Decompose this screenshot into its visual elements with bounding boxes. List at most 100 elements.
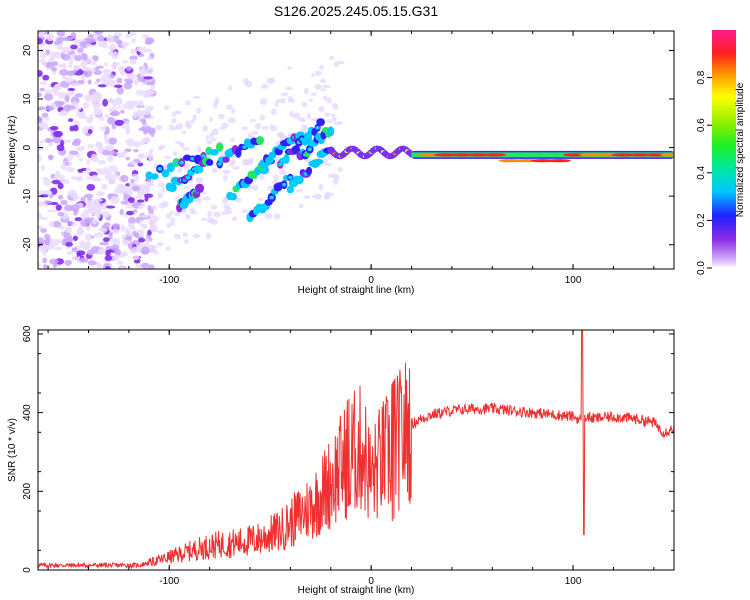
spectrogram-peak-blob [284,157,289,161]
spectrogram-noise-blob [107,165,118,173]
spectrogram-noise-blob [72,197,78,202]
spectrogram-noise-blob [137,199,145,203]
spectrogram-noise-blob [64,226,72,233]
y-tick-label: 200 [22,483,33,500]
spectrogram-noise-blob [86,176,93,180]
spectrogram-noise-blob [89,113,94,122]
spectrogram-haze-blob [182,232,188,238]
spectrogram-noise-blob [82,69,93,78]
spectrogram-haze-blob [222,174,228,182]
spectrogram-noise-blob [128,73,136,80]
spectrogram-noise-blob [48,51,59,56]
figure-title: S126.2025.245.05.15.G31 [274,3,438,19]
spectrogram-noise-blob [120,224,126,232]
spectrogram-noise-blob [50,201,59,206]
spectrogram-noise-blob [115,97,122,103]
spectrogram-striation-blob [166,162,175,173]
spectrogram-noise-blob [107,150,118,156]
x-tick-label: 0 [368,275,374,286]
spectrogram-noise-blob [73,55,83,62]
spectrogram-noise-blob [84,240,92,249]
spectrogram-image [38,31,674,269]
spectrogram-haze-blob [213,211,222,218]
spectrogram-noise-blob [131,246,138,254]
colorbar-ticks: 0.0 0.2 0.4 0.6 0.8 [696,70,712,275]
spectrogram-noise-blob [43,178,52,187]
spectrogram-noise-blob [97,248,106,255]
spectrogram-haze-blob [303,87,309,95]
spectrogram-noise-blob [93,31,104,35]
spectrogram-noise-blob [85,44,94,48]
spectrogram-noise-blob [127,197,135,204]
spectrogram-noise-blob [117,105,122,110]
spectrogram-haze-blob [189,211,198,215]
spectrogram-haze-blob [173,110,182,114]
spectrogram-haze-blob [314,70,322,76]
spectrogram-peak-blob [174,160,179,165]
spectrogram-haze-blob [270,125,278,132]
spectrogram-noise-blob [125,80,134,84]
spectrogram-noise-blob [39,139,44,144]
spectrogram-noise-blob [93,232,104,238]
spectrogram-peak-blob [185,175,191,180]
spectrogram-noise-blob [42,257,48,264]
spectrogram-noise-blob [102,149,111,156]
spectrogram-noise-blob [138,237,146,243]
spectrogram-haze-blob [174,233,181,240]
spectrogram-haze-blob [175,140,182,145]
spectrogram-noise-blob [49,258,59,265]
spectrogram-noise-blob [61,54,71,61]
y-tick-label: 0 [22,144,33,150]
spectrogram-striation-blob [161,169,170,178]
spectrogram-noise-blob [131,185,141,192]
y-tick-label: -20 [22,237,33,252]
spectrogram-noise-blob [100,74,111,83]
spectrogram-noise-blob [108,79,116,87]
spectrogram-haze-blob [151,245,157,250]
spectrogram-noise-blob [48,221,55,228]
spectrogram-haze-blob [212,101,219,109]
spectrogram-noise-blob [38,92,42,97]
spectrogram-haze-blob [157,192,163,199]
spectrogram-noise-blob [136,73,142,79]
spectrogram-noise-blob [125,34,132,39]
spectrogram-noise-blob [102,237,110,243]
spectrogram-haze-blob [280,92,289,97]
spectrogram-noise-blob [57,211,65,217]
spectrogram-noise-blob [139,99,144,108]
spectrogram-haze-blob [192,95,201,100]
spectrogram-noise-blob [147,127,156,135]
spectrogram-noise-blob [78,257,89,263]
spectrogram-noise-blob [69,150,79,156]
spectrogram-noise-blob [38,244,48,253]
spectrogram-noise-blob [130,38,136,44]
spectrogram-haze-blob [314,83,322,90]
spectrogram-noise-blob [88,38,96,43]
spectrogram-haze-blob [195,177,203,183]
spectrogram-noise-blob [46,138,54,143]
spectrogram-noise-blob [137,46,148,53]
spectrogram-haze-blob [196,197,203,204]
spectrogram-haze-blob [260,84,269,89]
spectrogram-noise-blob [137,162,144,167]
spectrogram-peak-blob [212,150,217,155]
spectrogram-noise-blob [114,119,124,127]
spectrogram-noise-blob [50,173,56,179]
spectrogram-noise-blob [47,209,57,213]
spectrogram-noise-blob [128,216,137,225]
spectrogram-haze-blob [207,210,212,218]
spectrogram-noise-blob [148,264,155,269]
spectrogram-haze-blob [279,169,287,176]
spectrogram-noise-blob [107,193,113,200]
spectrogram-noise-blob [116,86,124,95]
spectrogram-noise-blob [126,138,135,143]
spectrogram-noise-blob [140,223,148,229]
spectrogram-haze-blob [327,192,335,196]
spectrogram-haze-blob [241,209,248,214]
spectrogram-noise-blob [68,118,74,122]
spectrogram-haze-blob [222,169,231,174]
spectrogram-noise-blob [46,33,55,42]
spectrogram-noise-blob [95,141,101,147]
spectrogram-noise-blob [137,154,147,158]
